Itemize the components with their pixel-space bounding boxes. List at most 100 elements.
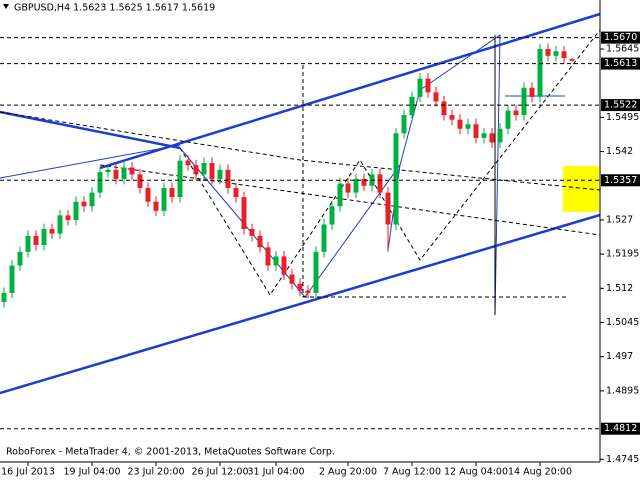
candle-body	[233, 188, 239, 198]
x-tick-label: 19 Jul 04:00	[64, 467, 121, 478]
candle-body	[41, 229, 47, 246]
level-tag: 1.5357	[601, 174, 640, 187]
y-tick-label: 1.497	[606, 351, 633, 362]
level-label: 1.5670	[604, 32, 637, 43]
level-label: 1.4812	[604, 423, 637, 434]
candle-body	[201, 162, 207, 175]
level-tag: 1.5613	[601, 57, 640, 70]
candle-body	[129, 167, 135, 175]
y-tick-label: 1.542	[606, 146, 633, 157]
candle-body	[161, 188, 167, 211]
y-tick-label: 1.512	[606, 283, 633, 294]
level-tag: 1.4812	[601, 422, 640, 435]
x-tick-label: 23 Jul 20:00	[128, 467, 185, 478]
trend-line	[0, 144, 181, 179]
candle-body	[345, 183, 351, 193]
candle-body	[241, 197, 247, 230]
candle-body	[89, 192, 95, 207]
candle-body	[529, 87, 535, 97]
candle-body	[49, 229, 55, 234]
candle-body	[497, 128, 503, 143]
candle-body	[553, 51, 559, 56]
candle-body	[65, 215, 71, 220]
trend-line	[0, 110, 181, 150]
candle-body	[257, 235, 263, 248]
candle-body	[321, 224, 327, 252]
level-tag-bg	[601, 31, 640, 44]
analysis-drawings	[0, 12, 601, 395]
level-tag: 1.5522	[601, 99, 640, 112]
candle-body	[209, 162, 215, 179]
x-tick-label: 26 Jul 12:00	[192, 467, 249, 478]
candle-body	[177, 160, 183, 198]
candle-body	[265, 247, 271, 266]
candle-body	[505, 110, 511, 129]
candle-body	[545, 49, 551, 56]
candle-body	[409, 96, 415, 116]
candle-body	[1, 292, 7, 302]
trend-line	[99, 12, 601, 170]
candle-body	[137, 174, 143, 189]
footer: RoboForex - MetaTrader 4, © 2001-2013, M…	[6, 447, 335, 458]
candle-body	[9, 265, 15, 293]
candle-body	[441, 101, 447, 116]
level-tag-bg	[601, 174, 640, 187]
candle-body	[433, 92, 439, 102]
candle-body	[385, 192, 391, 225]
candle-body	[281, 256, 287, 275]
candle-body	[153, 201, 159, 211]
candle-body	[113, 169, 119, 179]
candle-body	[273, 256, 279, 266]
trend-line	[0, 213, 601, 395]
candle-body	[481, 133, 487, 138]
candle-body	[145, 188, 151, 202]
candle-body	[17, 251, 23, 266]
forecast-line	[179, 29, 601, 296]
candle-body	[289, 274, 295, 284]
candle-body	[521, 87, 527, 116]
y-tick-label: 1.5645	[606, 44, 639, 55]
candle-body	[97, 172, 103, 193]
candle-body	[305, 290, 311, 293]
candle-body	[217, 169, 223, 179]
candle-body	[569, 59, 575, 61]
candle-body	[193, 165, 199, 175]
candle-body	[313, 251, 319, 293]
y-tick-label: 1.4745	[606, 454, 639, 465]
candle-body	[513, 110, 519, 116]
level-label: 1.5357	[604, 175, 637, 186]
candle-body	[337, 183, 343, 207]
x-tick-label: 14 Aug 20:00	[508, 467, 572, 478]
candle-body	[417, 78, 423, 97]
candle-body	[185, 160, 191, 166]
level-tag: 1.5670	[601, 31, 640, 44]
chart-title: GBPUSD,H4 1.5623 1.5625 1.5617 1.5619	[14, 3, 215, 14]
candle-body	[353, 178, 359, 193]
level-label: 1.5613	[604, 58, 637, 69]
candle-body	[489, 133, 495, 143]
title-arrow	[3, 4, 9, 9]
candle-body	[249, 229, 255, 236]
candle-body	[169, 188, 175, 198]
candle-body	[297, 283, 303, 291]
x-tick-label: 7 Aug 12:00	[383, 467, 441, 478]
candle-body	[425, 78, 431, 93]
candle-body	[361, 178, 367, 186]
candle-body	[105, 169, 111, 173]
candle-body	[457, 119, 463, 129]
candle-body	[537, 49, 543, 97]
candle-body	[473, 124, 479, 138]
y-tick-label: 1.5495	[606, 112, 639, 123]
x-tick-label: 31 Jul 04:00	[248, 467, 305, 478]
level-tag-bg	[601, 99, 640, 112]
candle-body	[377, 174, 383, 193]
y-tick-label: 1.527	[606, 214, 633, 225]
x-tick-label: 2 Aug 20:00	[319, 467, 377, 478]
candle-body	[57, 215, 63, 234]
level-label: 1.5522	[604, 100, 637, 111]
x-tick-label: 12 Aug 04:00	[444, 467, 508, 478]
candle-body	[121, 167, 127, 179]
x-tick-label: 16 Jul 2013	[1, 467, 55, 478]
